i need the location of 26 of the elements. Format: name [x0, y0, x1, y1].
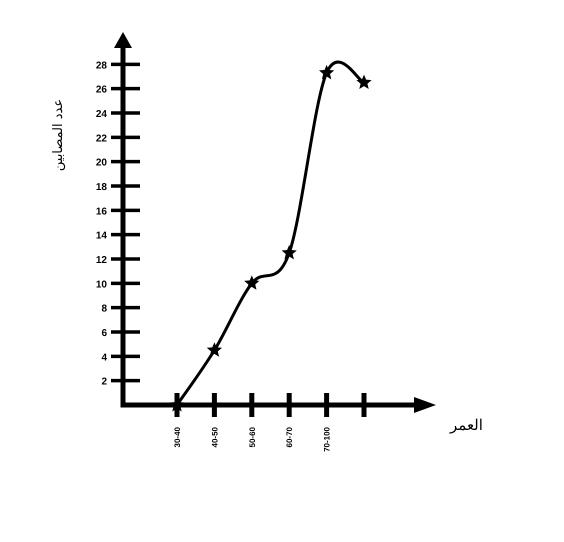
- y-tick-label: 2: [101, 376, 108, 388]
- y-tick-label: 8: [101, 304, 108, 315]
- point: [206, 342, 222, 357]
- y-tick-label: 26: [96, 84, 108, 96]
- y-tick-label: 24: [96, 109, 108, 120]
- x-tick-label: 50-60: [248, 426, 257, 448]
- y-tick-label: 18: [96, 182, 108, 193]
- x-tick-label: 40-50: [210, 426, 220, 448]
- x-axis-title: العمر: [449, 416, 483, 434]
- y-tick-label: 4: [101, 352, 108, 364]
- x-tick-label: 60-70: [285, 426, 294, 448]
- y-tick-label: 22: [96, 133, 108, 144]
- point: [282, 244, 297, 260]
- y-tick-label: 6: [101, 328, 108, 339]
- point: [244, 275, 260, 290]
- point: [318, 64, 334, 80]
- point: [356, 74, 372, 90]
- x-tick-label: 70-100: [322, 426, 332, 452]
- y-tick-label: 20: [96, 158, 108, 169]
- y-axis-title: عدد المصابين: [51, 98, 66, 172]
- y-tick-label: 16: [96, 206, 108, 218]
- x-tick-label: 30-40: [173, 426, 182, 448]
- y-tick-label: 10: [96, 279, 108, 290]
- y-tick-label: 28: [96, 60, 108, 72]
- y-tick-label: 14: [96, 230, 108, 242]
- y-tick-label: 12: [96, 255, 108, 266]
